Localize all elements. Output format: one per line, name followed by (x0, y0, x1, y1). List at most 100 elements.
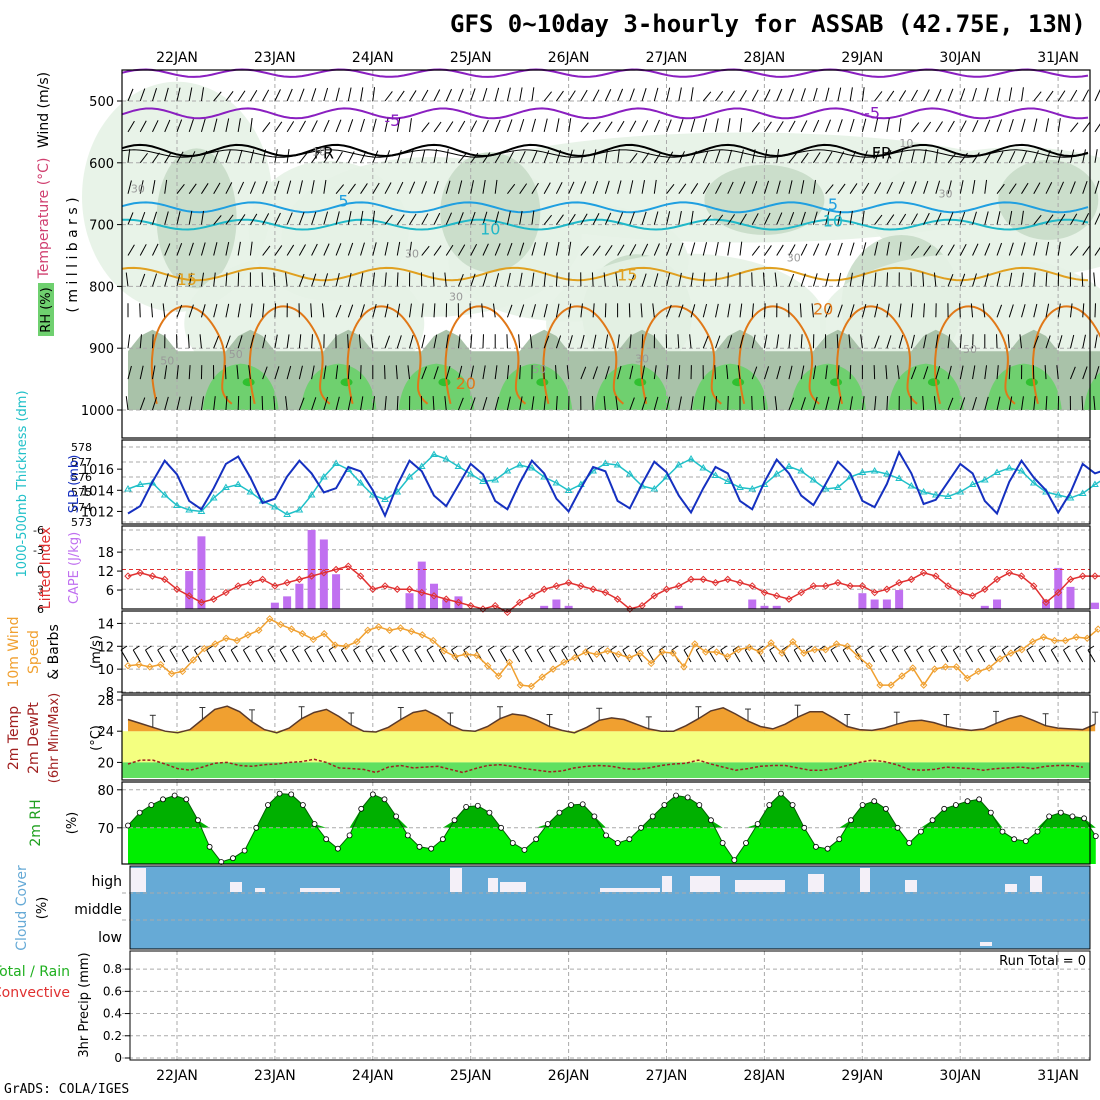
cape-bar (1042, 599, 1050, 609)
wind-barb (666, 396, 671, 411)
cloud-level-high: high (91, 874, 122, 890)
thickness-tick-label: 573 (71, 516, 92, 529)
li-point (650, 592, 659, 600)
thickness-point (136, 480, 145, 487)
wind-barb (751, 245, 760, 256)
wind-barb (1070, 122, 1079, 133)
wind-barb (689, 334, 692, 349)
thickness-point (895, 474, 904, 481)
wind-barb (555, 118, 560, 132)
thickness-tick-label: 575 (71, 486, 92, 499)
wind-barb (580, 89, 588, 102)
wind-barb (910, 149, 915, 163)
li-point (870, 588, 879, 597)
wind-barb (788, 88, 795, 102)
cape-bar (870, 599, 879, 609)
wind-barb-flag (451, 645, 458, 651)
contour-20c (248, 305, 331, 405)
wind-speed-point (952, 663, 961, 671)
li-point (173, 585, 181, 593)
wind-barb (972, 365, 976, 380)
wind-barb (715, 118, 719, 133)
wind-speed-point (734, 646, 743, 654)
wind-barb (1033, 272, 1036, 287)
wind-barb (592, 245, 601, 256)
wind-barb (812, 273, 818, 287)
thickness-point (148, 479, 157, 486)
wind-barb-10m (157, 649, 166, 663)
wind-barb-10m (916, 649, 925, 663)
contour-5c (121, 201, 1089, 214)
wind-barb (433, 366, 439, 380)
li-point (540, 585, 548, 593)
wind-barb (323, 273, 329, 287)
wind-barb-flag (377, 645, 385, 651)
wind-barb (458, 153, 467, 164)
rh2m-point (334, 845, 341, 852)
wind-barb (811, 303, 814, 318)
rh2m-point (649, 813, 656, 820)
wind-barb (506, 334, 508, 349)
wind-barb (457, 334, 461, 349)
wind-barb (384, 365, 386, 380)
rh2m-point (906, 840, 913, 846)
cape-bar (980, 605, 989, 609)
thickness-point (736, 483, 744, 490)
wind-barb (409, 334, 414, 349)
wind-barb (1081, 396, 1084, 411)
rh2m-point (404, 832, 411, 839)
wind-barb-10m (769, 649, 778, 663)
li-point (1079, 572, 1087, 580)
cloud-gap (980, 942, 992, 946)
wind-barb-flag (414, 645, 422, 651)
wind-barb (678, 242, 684, 256)
wind-barb (249, 241, 253, 256)
wind-barb (615, 396, 619, 411)
wind-barb (886, 90, 895, 102)
wind-barb (923, 334, 927, 349)
wind-barb (849, 396, 853, 411)
thickness-point (858, 468, 867, 475)
wind-barb (1082, 303, 1085, 318)
wind-axis-label: Wind (m/s) (36, 72, 52, 148)
wind-barb (213, 335, 219, 349)
wind-speed-point (571, 654, 579, 662)
wind-speed-point (255, 626, 263, 634)
wind-barb (384, 272, 387, 287)
precip-total-label: Total / Rain (0, 964, 70, 980)
wind-barb (849, 150, 857, 164)
wind-barb (298, 88, 305, 102)
li-point (968, 592, 977, 600)
wind-barb (776, 148, 780, 163)
wind-barb-10m (1087, 649, 1096, 663)
wind-barb (678, 272, 682, 287)
wind-barb (935, 121, 943, 133)
wind-speed-point (244, 631, 252, 639)
wind-barb-10m (830, 649, 839, 663)
thickness-point (295, 506, 304, 513)
wind-barb (972, 243, 979, 256)
rh-shading-high (496, 363, 573, 410)
thickness-point (748, 485, 757, 492)
wind-barb-10m (548, 649, 557, 663)
contour-label: 10 (312, 145, 326, 158)
thickness-point (173, 501, 181, 508)
wind-barb (127, 212, 134, 225)
cape-bar (417, 561, 426, 609)
wind-barb (494, 396, 500, 411)
wind-barb (947, 180, 952, 194)
wind-barb (249, 181, 256, 194)
date-label-top: 29JAN (841, 50, 883, 66)
wind-barb (715, 396, 718, 411)
wind-barb (923, 180, 929, 194)
wind-barb (739, 334, 744, 349)
wind-barb (1070, 245, 1079, 256)
wind-barb (727, 241, 731, 256)
rh2m-point (253, 824, 260, 831)
wind-barb (972, 334, 974, 349)
wind-speed-point (919, 681, 928, 689)
wind-speed-point (582, 648, 590, 656)
wind-barb (1021, 150, 1028, 163)
wind-barb (407, 365, 411, 380)
wind-barb-10m (328, 649, 337, 663)
